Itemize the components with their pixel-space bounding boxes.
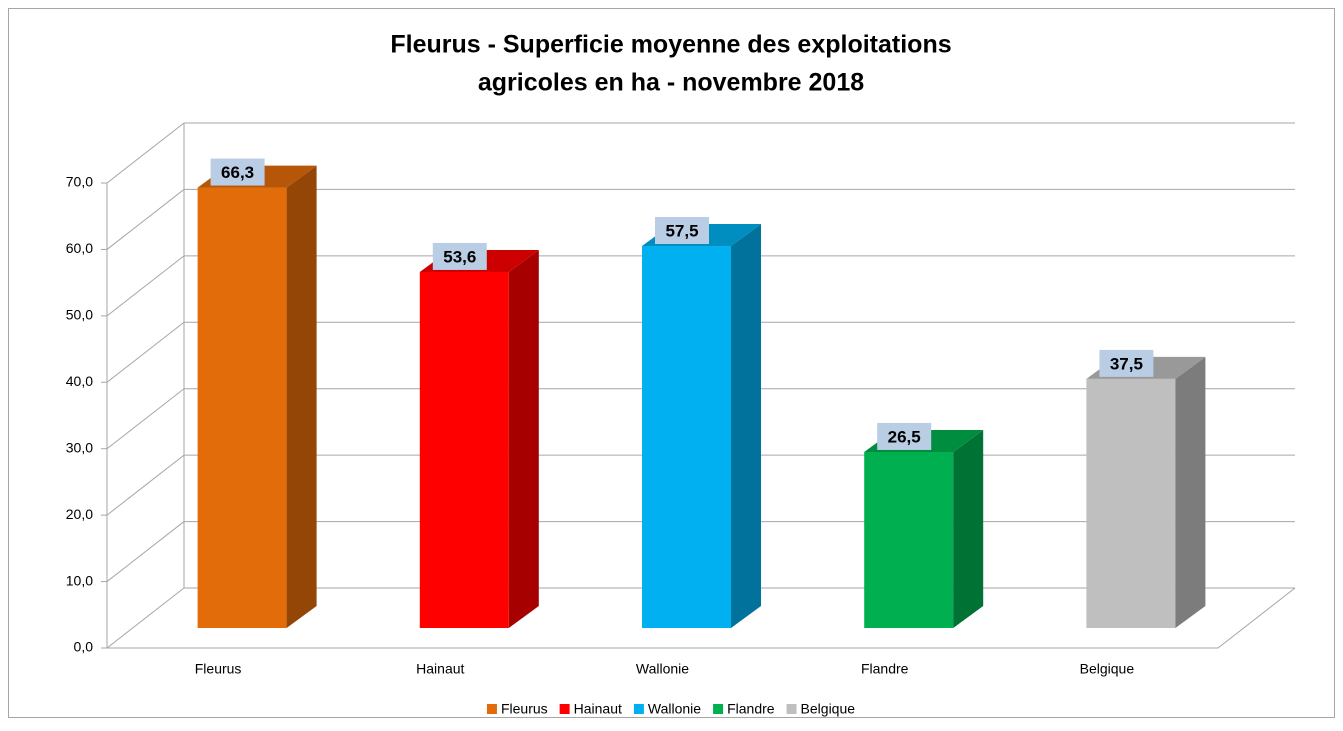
bar	[864, 451, 954, 628]
grid-line	[106, 255, 185, 317]
chart-title: Fleurus - Superficie moyenne des exploit…	[390, 31, 951, 59]
y-tick-label: 50,0	[66, 307, 93, 323]
grid-line	[106, 189, 185, 250]
legend-label: Wallonie	[648, 701, 701, 717]
grid-line	[106, 587, 185, 649]
floor-edge	[1217, 587, 1296, 649]
grid-line	[106, 122, 185, 184]
bar-side	[731, 224, 761, 629]
grid-line	[106, 454, 185, 516]
grid-line	[106, 321, 185, 383]
bar-side	[953, 429, 984, 628]
y-tick-label: 30,0	[66, 439, 93, 455]
legend-label: Flandre	[727, 701, 775, 717]
y-tick-label: 20,0	[66, 506, 93, 522]
bar-side	[286, 165, 317, 629]
value-label-box	[1099, 349, 1154, 377]
chart-title: agricoles en ha - novembre 2018	[478, 69, 864, 97]
legend-label: Hainaut	[574, 701, 622, 717]
legend-swatch	[486, 704, 497, 714]
legend-label: Belgique	[801, 701, 856, 717]
legend-swatch	[559, 704, 570, 714]
value-label: 37,5	[1110, 354, 1143, 373]
y-tick-label: 10,0	[66, 572, 93, 588]
bar	[642, 246, 731, 629]
bar	[419, 271, 509, 628]
x-tick-label: Hainaut	[416, 661, 464, 677]
grid-line	[106, 521, 185, 582]
legend-swatch	[786, 704, 797, 714]
bar-side	[1175, 356, 1206, 628]
value-label-box	[210, 158, 265, 186]
grid-line	[106, 388, 185, 450]
bar-side	[508, 249, 539, 628]
value-label-box	[432, 242, 487, 270]
value-label: 57,5	[665, 222, 698, 241]
x-tick-label: Flandre	[861, 661, 909, 677]
y-tick-label: 60,0	[66, 240, 93, 256]
x-tick-label: Fleurus	[195, 661, 242, 677]
y-tick-label: 0,0	[74, 639, 94, 655]
bar	[197, 187, 287, 629]
value-label: 53,6	[443, 247, 476, 266]
x-tick-label: Wallonie	[636, 661, 689, 677]
y-tick-label: 70,0	[66, 174, 93, 190]
value-label-box	[655, 217, 709, 245]
x-tick-label: Belgique	[1080, 661, 1135, 677]
bar	[1086, 378, 1176, 628]
legend-swatch	[633, 704, 644, 714]
value-label-box	[877, 422, 932, 450]
value-label: 26,5	[888, 427, 921, 446]
y-tick-label: 40,0	[66, 373, 93, 389]
legend-swatch	[713, 704, 724, 714]
legend-label: Fleurus	[501, 701, 548, 717]
value-label: 66,3	[221, 163, 254, 182]
